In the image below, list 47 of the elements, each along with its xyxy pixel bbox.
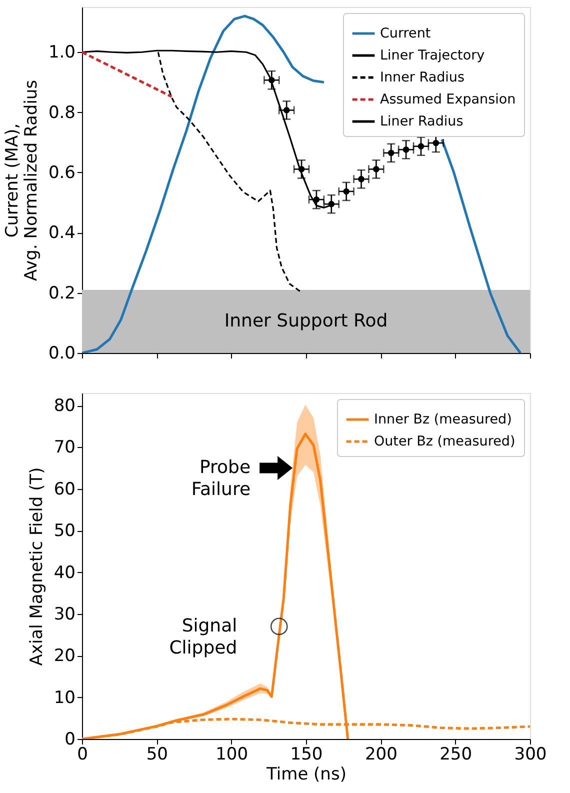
point bbox=[402, 146, 410, 153]
point bbox=[388, 150, 394, 156]
band-label: Inner Support Rod bbox=[224, 310, 388, 332]
x-tick-label: 300 bbox=[514, 744, 547, 764]
point bbox=[418, 143, 424, 150]
y-tick-label: 80 bbox=[54, 396, 76, 416]
y-tick-label: 0.2 bbox=[48, 283, 76, 304]
y-tick-label: 20 bbox=[54, 646, 76, 666]
x-tick-label: 100 bbox=[216, 744, 248, 764]
y-tick-label: 60 bbox=[54, 479, 76, 500]
y-tick-label: 1.0 bbox=[48, 42, 76, 63]
legend-label: Outer Bz (measured) bbox=[374, 434, 516, 450]
legend-label: Assumed Expansion bbox=[380, 92, 516, 108]
point bbox=[283, 107, 290, 114]
point bbox=[343, 188, 350, 195]
y-tick-label: 10 bbox=[54, 688, 76, 708]
x-tick-label: 200 bbox=[364, 744, 398, 764]
x-axis-title: Time (ns) bbox=[266, 764, 346, 784]
point bbox=[268, 76, 275, 84]
annotation: Signal Clipped bbox=[169, 615, 238, 658]
y-axis-title: Axial Magnetic Field (T) bbox=[26, 467, 47, 666]
y-tick-label: 30 bbox=[54, 604, 76, 624]
point bbox=[432, 140, 440, 146]
x-tick-label: 150 bbox=[290, 744, 323, 764]
legend-label: Current bbox=[380, 26, 431, 42]
annotation: Probe Failure bbox=[191, 457, 251, 500]
point bbox=[358, 176, 364, 182]
y-tick-label: 0.0 bbox=[48, 344, 76, 364]
y-axis-title: Current (MA), Avg. Normalized Radius bbox=[2, 80, 42, 282]
point bbox=[313, 196, 320, 203]
y-tick-label: 50 bbox=[54, 521, 76, 542]
y-tick-label: 70 bbox=[54, 438, 76, 458]
x-tick-label: 50 bbox=[146, 744, 168, 764]
point bbox=[373, 166, 380, 172]
y-tick-label: 0.6 bbox=[48, 162, 76, 183]
y-tick-label: 40 bbox=[54, 562, 76, 583]
legend-label: Liner Radius bbox=[380, 114, 464, 130]
legend-label: Liner Trajectory bbox=[380, 48, 485, 64]
point bbox=[298, 166, 305, 172]
legend-label: Inner Radius bbox=[380, 70, 465, 86]
x-tick-label: 250 bbox=[440, 744, 472, 764]
point bbox=[328, 200, 335, 208]
x-tick-label: 0 bbox=[77, 744, 88, 764]
y-tick-label: 0 bbox=[64, 730, 76, 750]
y-tick-label: 0.4 bbox=[48, 223, 76, 244]
y-tick-label: 0.8 bbox=[48, 102, 76, 123]
legend-label: Inner Bz (measured) bbox=[374, 412, 512, 428]
